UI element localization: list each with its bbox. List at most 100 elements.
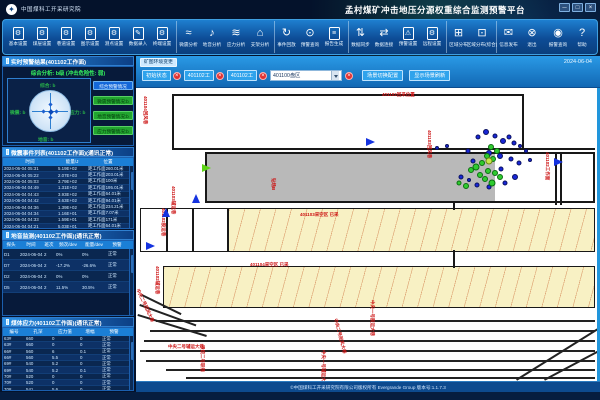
warning-body: 综合分析: b级 (冲击危险性: 弱) 综合: b 微震: b 应力: b 地音… bbox=[2, 66, 134, 146]
toolbar-button[interactable]: ⚙ 终端设置 bbox=[150, 21, 174, 53]
toolbar-button[interactable]: ⌂ 支架分析 bbox=[248, 21, 272, 53]
table-row[interactable]: 66# 560 5.5 0 正常 bbox=[3, 355, 133, 362]
table-row[interactable]: 2024-06-04 05:22 2.07E+03 距工作面203.01米 bbox=[3, 172, 133, 179]
column-header: 增幅 bbox=[85, 329, 95, 334]
toolbar-button[interactable]: ⊙ 预警查询 bbox=[298, 21, 322, 53]
scrollbar[interactable] bbox=[129, 249, 133, 315]
map-filter-button[interactable]: 401102工 bbox=[183, 70, 214, 81]
seismic-event-dot bbox=[508, 156, 514, 162]
toolbar-button[interactable]: ≋ 应力分析 bbox=[224, 21, 248, 53]
toolbar-button-label: 数据同步 bbox=[351, 41, 370, 47]
table-row[interactable]: 63# 660 0 0 正常 bbox=[3, 336, 133, 343]
toolbar-button[interactable]: ⚙ 巷道设置 bbox=[54, 21, 78, 53]
toolbar-button[interactable]: ↻ 事件回放 bbox=[274, 21, 298, 53]
toolbar-button[interactable]: ≈ 微震分析 bbox=[176, 21, 200, 53]
map-filter: 401102工 × bbox=[183, 70, 224, 81]
scrollbar[interactable] bbox=[129, 336, 133, 390]
toolbar-button-label: 事件回放 bbox=[277, 41, 296, 47]
table-row[interactable]: D7 2024-06-04 2 -17.2% -26.6% 正常 bbox=[3, 260, 133, 271]
section-bullet-icon bbox=[6, 319, 9, 325]
warning-status-button[interactable]: 微震预警情况:b bbox=[93, 96, 133, 105]
mine-map-canvas[interactable]: 401104回风巷 401103辅运巷 401102胶运巷 401102辅运巷 钻场B 4… bbox=[136, 88, 600, 381]
main-roadway-line bbox=[144, 340, 595, 342]
warning-status-button[interactable]: 综合预警情况 bbox=[93, 81, 133, 90]
table-row[interactable]: 2024-06-04 04:49 1.31E+02 距工作面195.01米 bbox=[3, 185, 133, 192]
map-action-button[interactable]: 场景切换配置 bbox=[362, 70, 404, 81]
left-panel: 实时预警结果(401102工作面) 综合分析: b级 (冲击危险性: 弱) 综合… bbox=[2, 56, 134, 392]
table-row[interactable]: D2 2024-06-04 2 0% 0% 正常 bbox=[3, 271, 133, 282]
toolbar-button[interactable]: ⚙ 图示设置 bbox=[78, 21, 102, 53]
toolbar-button[interactable]: ✎ 数据录入 bbox=[126, 21, 150, 53]
toolbar-button[interactable]: ⚙ 远程设置 bbox=[420, 21, 444, 53]
toolbar-group-main: ⚙ 基本设置 ⚙ 煤层设置 ⚙ 巷道设置 ⚙ 图示设置 bbox=[6, 21, 544, 53]
toolbar-button-label: 预警查询 bbox=[300, 41, 320, 47]
toolbar-button[interactable]: ♪ 地音分析 bbox=[200, 21, 224, 53]
table-row[interactable]: 2024-06-04 04:21 5.03E+01 距工作面64.01米 bbox=[3, 223, 133, 228]
toolbar-button-label: 远程设置 bbox=[422, 41, 442, 46]
map-filter: 初始状态 × bbox=[142, 70, 181, 81]
table-row[interactable]: 2024-06-04 04:36 1.39E+02 距工作面234.21米 bbox=[3, 204, 133, 211]
area-dropdown[interactable]: 401100盘区 bbox=[270, 70, 343, 81]
warning-status-button[interactable]: 应力预警情况:b bbox=[93, 126, 133, 135]
toolbar-button[interactable]: ◉ 报警查询 bbox=[546, 21, 570, 53]
table-row[interactable]: 2024-06-04 05:03 3.79E+02 距工作面100米 bbox=[3, 178, 133, 186]
map-action-button[interactable]: 显示场景刷新 bbox=[409, 70, 451, 81]
table-row[interactable]: 2024-06-04 04:43 3.93E+02 距工作面64.01米 bbox=[3, 191, 133, 198]
toolbar-button[interactable]: ? 帮助 bbox=[570, 21, 594, 53]
table-row[interactable]: 2024-06-04 05:31 5.19E+02 距工作面260.01米 bbox=[3, 166, 133, 173]
seismic-event-dot bbox=[468, 167, 474, 173]
table-row[interactable]: 2024-06-04 04:42 3.63E+02 距工作面94.01米 bbox=[3, 198, 133, 205]
toolbar-button[interactable]: ⊞ 区域分布 bbox=[446, 21, 470, 53]
toolbar-button[interactable]: ⇅ 数据同步 bbox=[348, 21, 372, 53]
column-header: 预警 bbox=[109, 329, 119, 334]
column-header: 应力值 bbox=[58, 329, 72, 334]
toolbar-button[interactable]: ≡ 报告生成 bbox=[322, 21, 346, 53]
remove-icon[interactable]: × bbox=[259, 71, 268, 80]
table-row[interactable]: 70# 520 0 0 正常 bbox=[3, 380, 133, 387]
close-icon[interactable]: × bbox=[585, 3, 596, 12]
toolbar-button[interactable]: ⚙ 测点设置 bbox=[102, 21, 126, 53]
table-row[interactable]: 70# 520 0 0 正常 bbox=[3, 373, 133, 381]
remove-icon[interactable]: × bbox=[172, 71, 181, 80]
seismic-event-dot bbox=[485, 157, 493, 165]
toolbar-button[interactable]: ⚙ 煤层设置 bbox=[30, 21, 54, 53]
map-filter-button[interactable]: 401102工 bbox=[226, 70, 258, 81]
table-row[interactable]: 69# 540 5.2 0 正常 bbox=[3, 361, 133, 368]
minimize-icon[interactable]: ─ bbox=[559, 3, 570, 12]
table-row[interactable]: 66# 560 6 0.1 正常 bbox=[3, 348, 133, 355]
table-row[interactable]: 2024-06-04 04:34 1.16E+01 距工作面7.07米 bbox=[3, 210, 133, 218]
section-bullet-icon bbox=[6, 149, 9, 155]
toolbar-button[interactable]: ⇄ 数据连接 bbox=[372, 21, 396, 53]
remove-icon[interactable]: × bbox=[345, 71, 354, 80]
section-title: 微震事件列表(401102工作面)(通讯正常) bbox=[11, 150, 114, 157]
table-row[interactable]: D5 2024-06-04 2 11.5% 30.5% 正常 bbox=[3, 282, 133, 293]
table-row[interactable]: 2024-06-04 04:33 1.59E+01 距工作面171米 bbox=[3, 217, 133, 224]
map-view-tab[interactable]: 矿图环境变更 bbox=[140, 58, 177, 67]
compass-label-right: 应力: b bbox=[70, 111, 86, 116]
column-header: 孔深 bbox=[33, 329, 43, 334]
remove-icon[interactable]: × bbox=[215, 71, 224, 80]
toolbar-button[interactable]: ✉ 信息发布 bbox=[496, 21, 520, 53]
goaf-401102-mined bbox=[207, 154, 495, 201]
table-row[interactable]: 63# 660 0 0 正常 bbox=[3, 342, 133, 349]
table-row[interactable]: D1 2024-06-04 2 0% 0% 正常 bbox=[3, 249, 133, 260]
seismic-event-dot bbox=[482, 176, 488, 182]
seismic-event-dot bbox=[456, 180, 462, 186]
table-row[interactable]: 70# 541 5.6 0 正常 bbox=[3, 386, 133, 390]
chevron-down-icon[interactable] bbox=[331, 71, 340, 80]
map-filter-button[interactable]: 初始状态 bbox=[142, 70, 171, 81]
maximize-icon[interactable]: □ bbox=[572, 3, 583, 12]
toolbar-button[interactable]: ⚠ 预警设置 bbox=[396, 21, 420, 53]
warning-status-button[interactable]: 地音预警情况:b bbox=[93, 111, 133, 120]
column-header: 班次 bbox=[44, 242, 54, 247]
scrollbar[interactable] bbox=[129, 166, 133, 228]
section-bullet-icon bbox=[6, 58, 9, 64]
map-filter-buttons: 初始状态 × 401102工 × 401102工 × bbox=[142, 70, 268, 81]
table-row[interactable]: 69# 540 5.2 0.1 正常 bbox=[3, 367, 133, 374]
section-header: 煤体应力(401102工作面)(通讯正常) bbox=[2, 317, 134, 327]
toolbar-button-label: 巷道设置 bbox=[56, 41, 76, 46]
toolbar-button[interactable]: ⊡ 区域分布(综合) bbox=[467, 21, 498, 53]
toolbar-button[interactable]: ⊗ 退出 bbox=[520, 21, 544, 53]
table-header-row: 探头 时间 班次 频次/dev 能量/dev 预警 bbox=[3, 241, 133, 249]
toolbar-button[interactable]: ⚙ 基本设置 bbox=[6, 21, 30, 53]
